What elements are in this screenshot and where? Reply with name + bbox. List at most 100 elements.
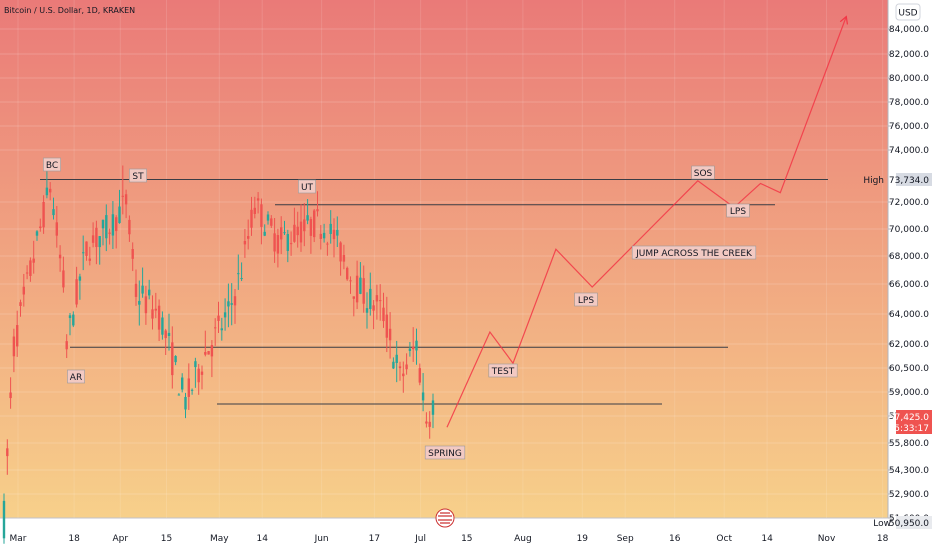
candle-body (167, 332, 171, 336)
annotation-box[interactable] (726, 203, 750, 218)
currency-button[interactable] (895, 3, 921, 21)
logo-icon (435, 508, 455, 528)
annotation-label: TEST (491, 367, 515, 377)
candle-body (362, 278, 365, 304)
candle-body (379, 300, 382, 302)
candle-body (299, 221, 303, 243)
candle-body (72, 314, 75, 326)
candle-body (25, 272, 29, 274)
candle-body (398, 366, 402, 369)
annotation-box[interactable] (424, 445, 466, 460)
annotation-box[interactable] (574, 292, 598, 307)
candle-body (194, 361, 197, 368)
candle-body (415, 340, 418, 351)
candle-body (141, 285, 144, 294)
projection-line[interactable] (446, 16, 847, 428)
y-tick-label: 64,000.0 (889, 310, 929, 320)
annotation-box[interactable] (488, 363, 518, 378)
y-tick-label: 84,000.0 (889, 25, 929, 35)
candle-body (233, 296, 237, 306)
candle-body (22, 286, 25, 295)
currency-label[interactable]: USD (898, 9, 917, 19)
candle-body (428, 421, 431, 427)
x-tick-label: Sep (617, 534, 634, 544)
candle-body (154, 308, 157, 311)
candle-body (322, 232, 326, 239)
candle-body (276, 235, 280, 254)
time-axis-background[interactable] (0, 518, 932, 550)
annotation-label: UT (301, 183, 314, 193)
last-price-box (896, 410, 932, 434)
high-price: 73,734.0 (889, 176, 929, 186)
candle-body (329, 223, 332, 235)
candle-body (346, 267, 349, 280)
candle-body (355, 275, 359, 303)
x-tick-label: Nov (818, 534, 836, 544)
y-tick-label: 54,300.0 (889, 466, 929, 476)
candle-body (286, 234, 289, 251)
candle-body (214, 327, 217, 329)
candle-body (293, 224, 296, 242)
x-tick-label: Mar (10, 534, 27, 544)
candle-body (306, 215, 309, 221)
candle-body (283, 232, 286, 234)
candle-body (260, 204, 263, 227)
candle-body (190, 389, 194, 391)
candle-body (402, 373, 405, 377)
candle-body (243, 240, 247, 245)
candle-body (75, 279, 78, 305)
annotation-box[interactable] (43, 157, 61, 172)
annotation-label: BC (46, 161, 58, 171)
candle-body (408, 348, 412, 351)
y-tick-label: 70,000.0 (889, 225, 929, 235)
candle-body (240, 278, 243, 280)
candle-body (164, 330, 167, 339)
annotation-box[interactable] (691, 165, 715, 180)
annotation-box[interactable] (298, 179, 316, 194)
candle-body (250, 209, 253, 228)
annotation-box[interactable] (129, 168, 147, 183)
candle-body (280, 227, 283, 240)
y-tick-label: 60,500.0 (889, 364, 929, 374)
candle-body (253, 207, 256, 214)
candle-body (263, 231, 266, 236)
annotation-box[interactable] (631, 245, 757, 260)
candle-body (124, 194, 128, 205)
candle-body (382, 307, 385, 322)
candle-body (237, 273, 240, 275)
candle-body (210, 345, 214, 357)
candle-body (270, 218, 273, 226)
candle-body (32, 258, 35, 263)
y-tick-label: 78,000.0 (889, 98, 929, 108)
last-price: 57,425.0 (889, 413, 929, 423)
candle-body (187, 378, 190, 397)
candle-body (151, 309, 154, 319)
annotation-box[interactable] (67, 369, 85, 384)
candle-body (101, 219, 105, 229)
candle-body (42, 202, 45, 228)
candle-body (58, 254, 62, 259)
y-tick-label: 74,000.0 (889, 146, 929, 156)
y-tick-label: 66,000.0 (889, 280, 929, 290)
annotation-label: JUMP ACROSS THE CREEK (635, 249, 753, 259)
y-tick-label: 52,900.0 (889, 490, 929, 500)
candle-body (157, 305, 161, 330)
candle-body (289, 243, 293, 245)
candle-body (365, 308, 369, 313)
candle-body (65, 341, 68, 350)
candle-body (181, 377, 184, 390)
annotation-label: AR (70, 373, 82, 383)
candle-body (115, 217, 118, 232)
candle-body (273, 233, 276, 252)
x-tick-label: 14 (256, 534, 268, 544)
candle-body (418, 368, 421, 383)
candle-body (197, 368, 200, 383)
candle-body (29, 260, 32, 276)
candle-body (385, 314, 388, 338)
candle-body (78, 276, 82, 281)
horizontal-levels (40, 178, 828, 405)
candle-body (88, 258, 91, 261)
candle-body (395, 354, 398, 364)
x-tick-label: 15 (161, 534, 172, 544)
